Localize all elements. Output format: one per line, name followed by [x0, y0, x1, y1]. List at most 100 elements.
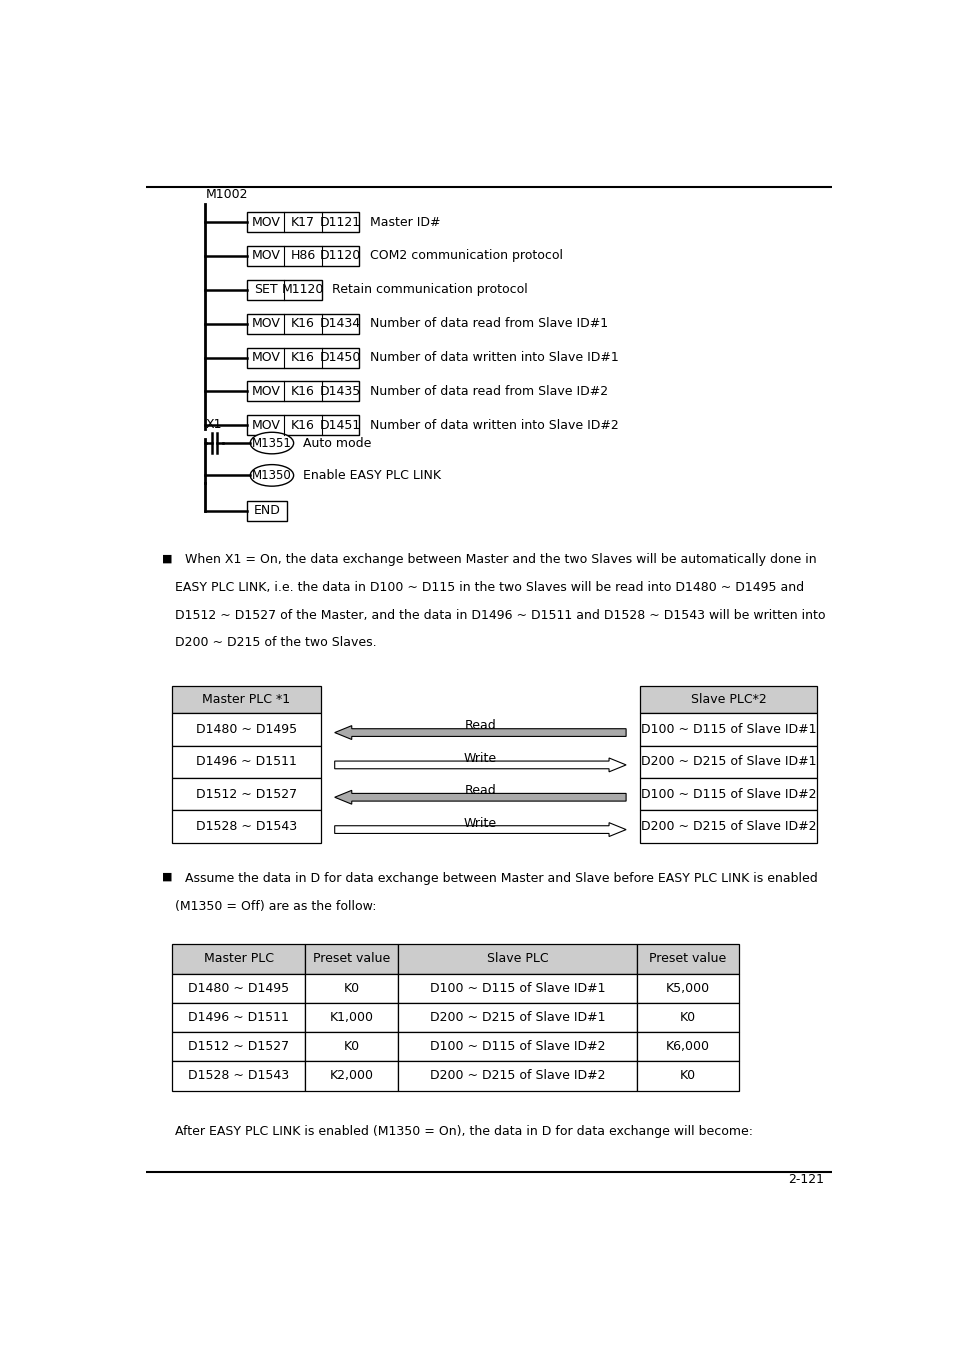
Text: D1528 ~ D1543: D1528 ~ D1543 — [188, 1069, 289, 1083]
Text: K16: K16 — [291, 351, 314, 364]
Bar — [172, 745, 320, 778]
Bar — [247, 246, 358, 266]
Bar — [305, 1033, 397, 1061]
Bar — [637, 973, 739, 1003]
Text: K1,000: K1,000 — [330, 1011, 374, 1023]
Polygon shape — [335, 726, 625, 740]
Text: D200 ~ D215 of Slave ID#1: D200 ~ D215 of Slave ID#1 — [430, 1011, 605, 1023]
Text: Write: Write — [463, 752, 497, 765]
Text: M1351: M1351 — [252, 436, 292, 450]
Text: When X1 = On, the data exchange between Master and the two Slaves will be automa: When X1 = On, the data exchange between … — [185, 554, 816, 566]
Text: Number of data read from Slave ID#1: Number of data read from Slave ID#1 — [369, 317, 607, 331]
Bar — [247, 313, 358, 333]
Polygon shape — [335, 757, 625, 772]
Text: MOV: MOV — [251, 385, 280, 398]
Text: Assume the data in D for data exchange between Master and Slave before EASY PLC : Assume the data in D for data exchange b… — [185, 872, 817, 886]
Text: MOV: MOV — [251, 317, 280, 331]
Text: K16: K16 — [291, 317, 314, 331]
Text: D200 ~ D215 of Slave ID#1: D200 ~ D215 of Slave ID#1 — [640, 756, 816, 768]
Text: D100 ~ D115 of Slave ID#2: D100 ~ D115 of Slave ID#2 — [430, 1041, 605, 1053]
Polygon shape — [335, 790, 625, 805]
Text: K0: K0 — [679, 1069, 696, 1083]
Text: Preset value: Preset value — [649, 953, 726, 965]
Bar — [172, 810, 320, 842]
Text: D1528 ~ D1543: D1528 ~ D1543 — [195, 819, 296, 833]
Text: K16: K16 — [291, 385, 314, 398]
Bar — [637, 1003, 739, 1033]
Bar — [247, 347, 358, 367]
Text: D1434: D1434 — [319, 317, 360, 331]
Bar — [247, 279, 321, 300]
Text: K16: K16 — [291, 418, 314, 432]
Text: END: END — [253, 505, 280, 517]
Text: D1512 ~ D1527: D1512 ~ D1527 — [195, 787, 296, 801]
Text: D1450: D1450 — [319, 351, 360, 364]
Text: Preset value: Preset value — [313, 953, 390, 965]
Text: Slave PLC*2: Slave PLC*2 — [690, 693, 765, 706]
Bar — [639, 778, 816, 810]
Text: Number of data written into Slave ID#2: Number of data written into Slave ID#2 — [369, 418, 618, 432]
Text: MOV: MOV — [251, 216, 280, 228]
Text: D1435: D1435 — [319, 385, 360, 398]
Bar — [397, 1003, 637, 1033]
Bar — [397, 944, 637, 973]
Bar — [637, 944, 739, 973]
Bar — [172, 1061, 305, 1091]
Text: D1512 ~ D1527 of the Master, and the data in D1496 ~ D1511 and D1528 ~ D1543 wil: D1512 ~ D1527 of the Master, and the dat… — [174, 609, 824, 621]
Text: Read: Read — [464, 720, 496, 733]
Text: D100 ~ D115 of Slave ID#1: D100 ~ D115 of Slave ID#1 — [430, 981, 605, 995]
Text: D1451: D1451 — [319, 418, 360, 432]
Text: D1496 ~ D1511: D1496 ~ D1511 — [188, 1011, 289, 1023]
Text: K2,000: K2,000 — [330, 1069, 374, 1083]
Text: (M1350 = Off) are as the follow:: (M1350 = Off) are as the follow: — [174, 899, 376, 913]
Bar — [397, 1061, 637, 1091]
Text: D1121: D1121 — [319, 216, 360, 228]
Text: Master PLC: Master PLC — [203, 953, 274, 965]
Bar — [172, 973, 305, 1003]
Bar — [172, 686, 320, 713]
Text: D1480 ~ D1495: D1480 ~ D1495 — [195, 724, 296, 736]
Bar — [639, 810, 816, 842]
Text: MOV: MOV — [251, 351, 280, 364]
Text: M1350: M1350 — [252, 468, 292, 482]
Bar — [172, 778, 320, 810]
Bar — [305, 1003, 397, 1033]
Text: EASY PLC LINK, i.e. the data in D100 ~ D115 in the two Slaves will be read into : EASY PLC LINK, i.e. the data in D100 ~ D… — [174, 580, 803, 594]
Bar — [637, 1033, 739, 1061]
Bar — [247, 416, 358, 435]
Text: Write: Write — [463, 817, 497, 829]
Text: K0: K0 — [343, 981, 359, 995]
Text: 2-121: 2-121 — [788, 1173, 823, 1187]
Text: K0: K0 — [343, 1041, 359, 1053]
Bar — [639, 713, 816, 745]
Ellipse shape — [250, 432, 294, 454]
Text: COM2 communication protocol: COM2 communication protocol — [369, 250, 562, 262]
Text: D200 ~ D215 of the two Slaves.: D200 ~ D215 of the two Slaves. — [174, 636, 376, 649]
Text: M1002: M1002 — [206, 188, 249, 201]
Text: D200 ~ D215 of Slave ID#2: D200 ~ D215 of Slave ID#2 — [430, 1069, 605, 1083]
Text: Auto mode: Auto mode — [303, 436, 371, 450]
Text: K0: K0 — [679, 1011, 696, 1023]
Text: H86: H86 — [290, 250, 315, 262]
Text: Enable EASY PLC LINK: Enable EASY PLC LINK — [303, 468, 440, 482]
Text: D1512 ~ D1527: D1512 ~ D1527 — [188, 1041, 289, 1053]
Text: K6,000: K6,000 — [665, 1041, 709, 1053]
Text: D1496 ~ D1511: D1496 ~ D1511 — [195, 756, 296, 768]
Text: ■: ■ — [162, 554, 172, 563]
Bar — [637, 1061, 739, 1091]
Text: D100 ~ D115 of Slave ID#1: D100 ~ D115 of Slave ID#1 — [640, 724, 816, 736]
Text: X1: X1 — [206, 418, 222, 432]
Bar — [247, 501, 287, 521]
Text: Number of data read from Slave ID#2: Number of data read from Slave ID#2 — [369, 385, 607, 398]
Text: Master ID#: Master ID# — [369, 216, 439, 228]
Bar — [247, 382, 358, 401]
Text: M1120: M1120 — [281, 284, 324, 296]
Bar — [172, 1003, 305, 1033]
Text: Retain communication protocol: Retain communication protocol — [332, 284, 528, 296]
Bar — [247, 212, 358, 232]
Bar — [397, 973, 637, 1003]
Bar — [639, 745, 816, 778]
Text: Slave PLC: Slave PLC — [486, 953, 548, 965]
Text: Master PLC *1: Master PLC *1 — [202, 693, 290, 706]
Text: ■: ■ — [162, 872, 172, 882]
